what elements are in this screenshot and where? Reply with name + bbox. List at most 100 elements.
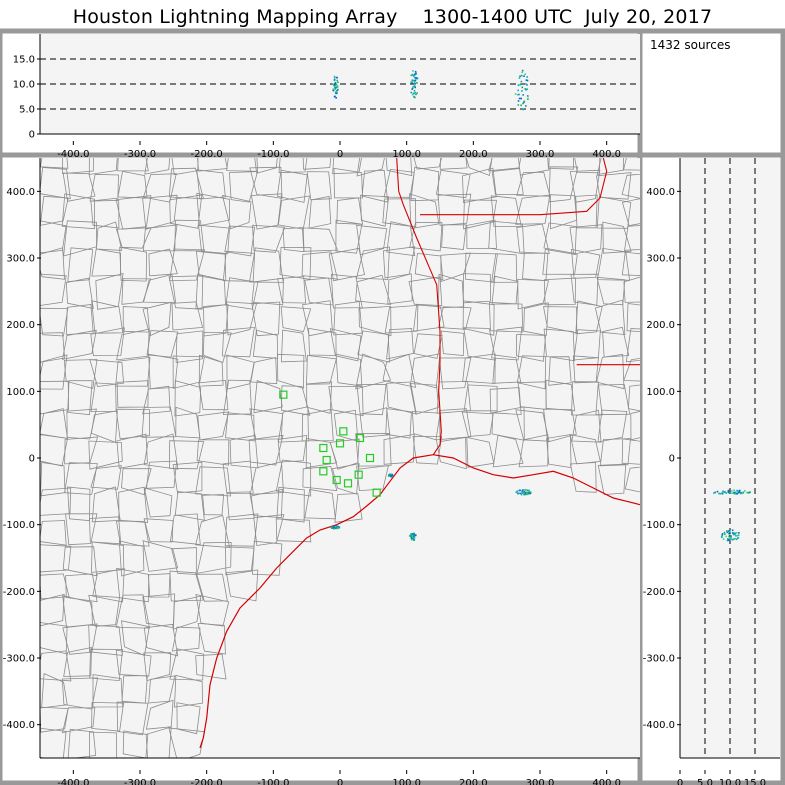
county-boundary xyxy=(543,328,576,362)
county-boundary xyxy=(282,227,305,253)
county-boundary xyxy=(333,167,363,199)
county-boundary xyxy=(463,384,498,412)
source-point xyxy=(336,76,338,79)
county-boundary xyxy=(148,248,178,277)
county-boundary xyxy=(492,354,522,384)
county-boundary xyxy=(143,518,174,543)
source-point xyxy=(334,86,336,88)
map-x-tick-label: -300.0 xyxy=(124,778,156,785)
source-point xyxy=(735,532,738,534)
county-boundary xyxy=(547,158,574,170)
county-boundary xyxy=(596,158,627,175)
source-point xyxy=(729,534,731,537)
county-boundary xyxy=(462,167,497,204)
county-boundary xyxy=(141,406,177,438)
source-point xyxy=(416,82,418,84)
county-boundary xyxy=(571,381,603,416)
source-point xyxy=(331,527,333,529)
source-point xyxy=(529,492,531,495)
source-point xyxy=(526,84,528,86)
source-point xyxy=(333,79,336,82)
source-point xyxy=(521,90,523,92)
county-boundary xyxy=(439,158,468,170)
county-boundary xyxy=(223,379,253,416)
county-boundary xyxy=(280,329,307,363)
source-point xyxy=(335,83,337,86)
county-boundary xyxy=(40,593,65,627)
county-boundary xyxy=(144,158,171,175)
county-boundary xyxy=(332,158,362,175)
county-boundary xyxy=(595,384,631,416)
source-point xyxy=(410,81,412,83)
county-boundary xyxy=(252,329,279,359)
county-boundary xyxy=(169,194,203,229)
map-x-tick-label: 400.0 xyxy=(592,778,621,785)
source-point xyxy=(526,492,528,495)
source-point xyxy=(334,81,337,84)
station-markers xyxy=(279,390,381,497)
county-boundary xyxy=(198,224,230,255)
county-boundary xyxy=(222,326,255,358)
county-boundary xyxy=(280,385,311,416)
source-point xyxy=(414,79,417,82)
county-boundary xyxy=(328,247,365,282)
source-point xyxy=(390,475,392,477)
county-boundary xyxy=(67,486,91,522)
county-boundary xyxy=(360,194,390,227)
source-point xyxy=(521,71,523,74)
county-boundary xyxy=(121,278,152,305)
source-point xyxy=(411,534,414,537)
top-x-tick-label: 300.0 xyxy=(526,149,555,160)
county-boundary xyxy=(596,276,626,306)
source-point xyxy=(388,475,391,477)
station-marker xyxy=(365,453,375,463)
side-y-tick-label: 300.0 xyxy=(646,254,675,265)
map-source-cluster xyxy=(388,473,394,478)
side-source-cluster xyxy=(720,529,740,542)
source-point xyxy=(727,489,730,492)
source-point xyxy=(721,493,724,495)
county-boundary xyxy=(225,412,255,442)
source-point xyxy=(335,527,337,529)
source-point xyxy=(335,90,338,92)
county-boundary xyxy=(361,169,389,203)
top-source-cluster xyxy=(410,70,419,99)
top-y-tick-label: 0 xyxy=(29,130,35,141)
source-point xyxy=(524,88,526,90)
county-boundary xyxy=(116,701,149,736)
county-boundary xyxy=(328,386,364,417)
county-boundary xyxy=(171,626,201,652)
county-boundary xyxy=(116,433,148,469)
county-boundary xyxy=(115,408,150,440)
source-point xyxy=(521,490,523,492)
source-point xyxy=(729,537,732,539)
county-boundary xyxy=(574,158,601,174)
source-point xyxy=(520,80,523,83)
source-point xyxy=(521,69,524,72)
source-point xyxy=(719,493,722,495)
county-boundary xyxy=(543,306,578,334)
county-boundary xyxy=(569,433,601,465)
county-boundary xyxy=(382,246,416,279)
county-boundary xyxy=(66,408,97,440)
county-boundary xyxy=(276,486,305,523)
county-boundary xyxy=(88,158,118,175)
county-boundary xyxy=(62,595,93,628)
source-point xyxy=(517,84,520,87)
source-point xyxy=(411,88,413,90)
county-boundary xyxy=(196,439,230,466)
county-boundary xyxy=(621,438,640,465)
side-x-tick-label: 15.0 xyxy=(744,778,766,785)
source-point xyxy=(523,491,525,493)
county-boundary xyxy=(198,379,229,411)
county-boundary xyxy=(304,489,336,520)
source-point xyxy=(413,81,416,83)
source-point xyxy=(410,91,413,94)
axes: -400.0 -300.0 -200.0 -100.0 0 100.0 200.0 300.0… xyxy=(3,34,780,785)
source-point xyxy=(714,491,717,494)
county-boundary xyxy=(225,569,259,602)
county-boundary xyxy=(383,433,415,465)
source-point xyxy=(412,537,414,540)
top-x-tick-label: -400.0 xyxy=(57,149,89,160)
county-boundary xyxy=(91,541,125,573)
